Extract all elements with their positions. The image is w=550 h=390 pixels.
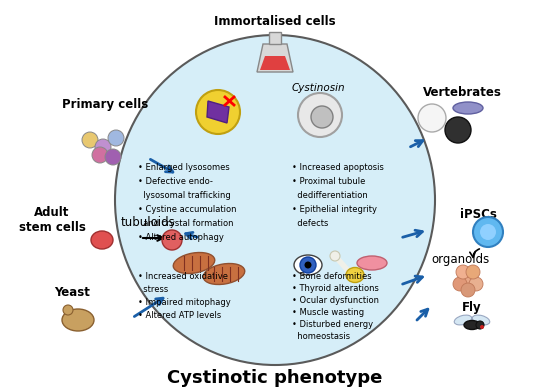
Text: • Enlarged lysosomes: • Enlarged lysosomes	[138, 163, 230, 172]
Circle shape	[95, 139, 111, 155]
Text: Vertebrates: Vertebrates	[422, 85, 502, 99]
Text: • Bone deformities: • Bone deformities	[292, 272, 372, 281]
Circle shape	[476, 321, 484, 329]
Circle shape	[92, 147, 108, 163]
Circle shape	[469, 277, 483, 291]
Text: stress: stress	[138, 285, 168, 294]
Text: • Proximal tubule: • Proximal tubule	[292, 177, 365, 186]
Text: • Epithelial integrity: • Epithelial integrity	[292, 205, 377, 214]
Circle shape	[480, 325, 484, 329]
Ellipse shape	[294, 255, 322, 275]
Circle shape	[196, 90, 240, 134]
Text: and crystal formation: and crystal formation	[138, 219, 234, 228]
Polygon shape	[207, 101, 229, 123]
Text: tubuloids: tubuloids	[120, 216, 175, 229]
Text: Fly: Fly	[462, 301, 482, 314]
Circle shape	[461, 283, 475, 297]
Text: Primary cells: Primary cells	[62, 98, 148, 111]
Circle shape	[445, 117, 471, 143]
FancyArrowPatch shape	[470, 249, 480, 257]
Text: • Disturbed energy: • Disturbed energy	[292, 320, 373, 329]
Circle shape	[461, 271, 475, 285]
Text: Immortalised cells: Immortalised cells	[214, 15, 336, 28]
Circle shape	[305, 262, 311, 268]
Text: • Impaired mitophagy: • Impaired mitophagy	[138, 298, 231, 307]
Text: iPSCs: iPSCs	[460, 209, 497, 222]
Text: homeostasis: homeostasis	[292, 332, 350, 341]
Text: defects: defects	[292, 219, 328, 228]
Text: • Increased oxidative: • Increased oxidative	[138, 272, 228, 281]
Ellipse shape	[204, 264, 245, 284]
Ellipse shape	[453, 102, 483, 114]
Circle shape	[456, 265, 470, 279]
Text: lysosomal trafficking: lysosomal trafficking	[138, 191, 231, 200]
Text: Cystinotic phenotype: Cystinotic phenotype	[167, 369, 383, 387]
Ellipse shape	[464, 321, 480, 330]
Circle shape	[480, 224, 496, 240]
Text: • Altered ATP levels: • Altered ATP levels	[138, 311, 221, 320]
Text: • Ocular dysfunction: • Ocular dysfunction	[292, 296, 379, 305]
Polygon shape	[257, 44, 293, 72]
Circle shape	[162, 230, 182, 250]
Circle shape	[82, 132, 98, 148]
Circle shape	[105, 149, 121, 165]
Ellipse shape	[357, 256, 387, 270]
Circle shape	[298, 93, 342, 137]
Ellipse shape	[346, 268, 364, 282]
Circle shape	[63, 305, 73, 315]
Circle shape	[466, 265, 480, 279]
Polygon shape	[269, 32, 281, 44]
Text: Yeast: Yeast	[54, 285, 90, 298]
Text: Cystinosin: Cystinosin	[292, 83, 345, 93]
Circle shape	[473, 217, 503, 247]
Circle shape	[453, 277, 467, 291]
Ellipse shape	[454, 315, 472, 325]
Circle shape	[311, 106, 333, 128]
Circle shape	[300, 257, 316, 273]
Text: • Muscle wasting: • Muscle wasting	[292, 308, 364, 317]
Text: • Altered autophagy: • Altered autophagy	[138, 233, 224, 242]
Circle shape	[108, 130, 124, 146]
Polygon shape	[260, 56, 290, 70]
Ellipse shape	[173, 252, 214, 273]
Circle shape	[347, 270, 357, 280]
Ellipse shape	[115, 35, 435, 365]
Circle shape	[418, 104, 446, 132]
Ellipse shape	[62, 309, 94, 331]
Text: • Cystine accumulation: • Cystine accumulation	[138, 205, 236, 214]
Ellipse shape	[472, 315, 490, 325]
Ellipse shape	[91, 231, 113, 249]
Text: dedifferentiation: dedifferentiation	[292, 191, 368, 200]
Text: • Thyroid alterations: • Thyroid alterations	[292, 284, 379, 293]
Text: • Increased apoptosis: • Increased apoptosis	[292, 163, 384, 172]
Text: Adult
stem cells: Adult stem cells	[19, 206, 85, 234]
Circle shape	[330, 251, 340, 261]
Text: organoids: organoids	[431, 254, 489, 266]
Text: • Defective endo-: • Defective endo-	[138, 177, 213, 186]
